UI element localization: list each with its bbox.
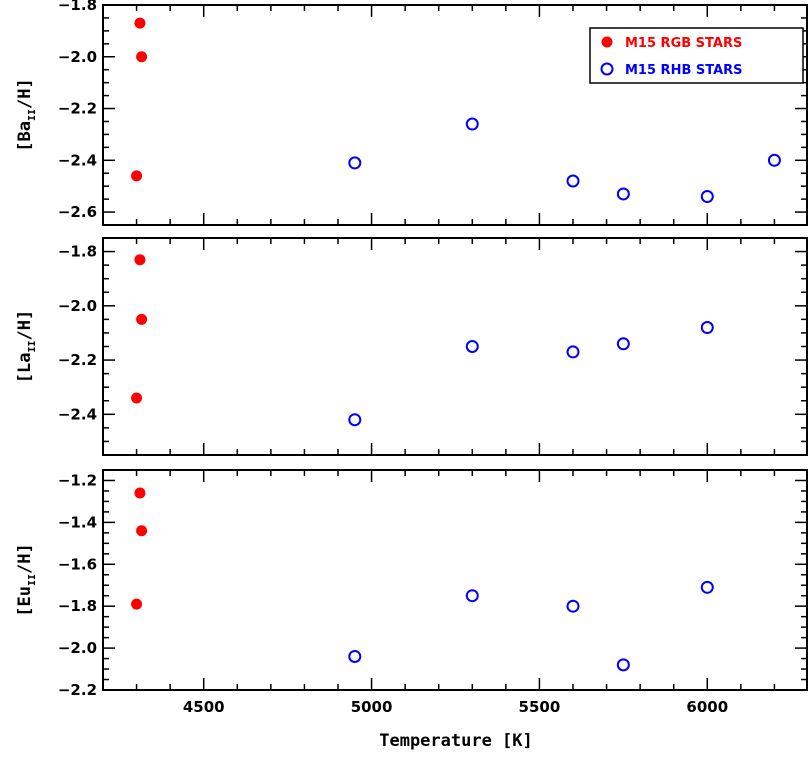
panel-1: −2.6 −2.4 −2.2 −2.0 −1.8 [BaII/H] xyxy=(15,0,808,226)
y-tick-label: −2.0 xyxy=(58,297,97,315)
y-axis-label: [EuII/H] xyxy=(15,543,38,616)
legend: M15 RGB STARS M15 RHB STARS xyxy=(589,27,804,84)
y-tick-label: −1.8 xyxy=(58,597,97,615)
rgb-star-point xyxy=(134,254,146,266)
rhb-star-point xyxy=(465,589,479,603)
x-axis-label: Temperature [K] xyxy=(379,731,533,751)
y-tick-label: −2.4 xyxy=(58,405,97,423)
legend-label-rgb: M15 RGB STARS xyxy=(625,36,742,51)
y-tick-label: −1.2 xyxy=(58,471,97,489)
y-tick-label: −1.8 xyxy=(58,0,97,14)
y-axis-label-suffix: /H] xyxy=(15,310,35,341)
legend-marker-rhb xyxy=(600,62,614,76)
rhb-star-point xyxy=(348,649,362,663)
rhb-star-point xyxy=(616,658,630,672)
legend-label-rhb: M15 RHB STARS xyxy=(625,63,743,78)
y-tick-label: −2.2 xyxy=(58,100,97,118)
rhb-star-point xyxy=(465,340,479,353)
panel-3: −2.2 −2.0 −1.8 −1.6 −1.4 −1.2 [EuII/H] 4500 5000… xyxy=(15,469,808,716)
panel-2: −2.4 −2.2 −2.0 −1.8 [LaII/H] xyxy=(15,237,808,456)
rhb-star-point xyxy=(700,580,714,594)
rhb-star-point xyxy=(616,187,630,201)
y-tick-label: −2.0 xyxy=(58,639,97,657)
rhb-star-point xyxy=(767,153,781,167)
rhb-star-point xyxy=(465,117,479,131)
legend-box xyxy=(589,27,804,84)
y-tick-label: −1.6 xyxy=(58,555,97,573)
rhb-star-point xyxy=(566,599,580,613)
y-axis-label-suffix: /H] xyxy=(15,78,35,109)
rhb-star-point xyxy=(348,156,362,170)
y-tick-label: −2.2 xyxy=(58,351,97,369)
y-tick-label: −2.0 xyxy=(58,48,97,66)
panel-frame xyxy=(102,237,808,456)
x-tick-label: 4500 xyxy=(183,698,225,716)
y-axis-label-subscript: II xyxy=(27,340,38,352)
panel-frame xyxy=(102,469,808,691)
rhb-star-point xyxy=(616,337,630,351)
y-axis-label: [LaII/H] xyxy=(15,310,38,383)
legend-marker-rgb xyxy=(601,36,613,48)
rhb-star-point xyxy=(700,321,714,335)
x-tick-label: 6000 xyxy=(686,698,728,716)
rgb-star-point xyxy=(131,392,143,404)
y-axis-label: [BaII/H] xyxy=(15,78,38,151)
y-tick-label: −2.2 xyxy=(58,681,97,699)
rgb-star-point xyxy=(136,525,148,537)
y-axis-label-subscript: II xyxy=(27,574,38,586)
rhb-star-point xyxy=(566,174,580,188)
x-tick-label: 5000 xyxy=(351,698,393,716)
y-tick-label: −2.4 xyxy=(58,151,97,169)
y-axis-label-prefix: [La xyxy=(15,353,35,384)
y-axis-label-suffix: /H] xyxy=(15,543,35,574)
rgb-star-point xyxy=(131,598,143,610)
rgb-star-point xyxy=(134,17,146,29)
panel-frame xyxy=(102,4,808,226)
rgb-star-point xyxy=(131,170,143,182)
rgb-star-point xyxy=(134,487,146,499)
y-axis-label-prefix: [Eu xyxy=(15,586,35,617)
y-tick-label: −1.4 xyxy=(58,513,97,531)
y-axis-label-prefix: [Ba xyxy=(15,121,35,152)
y-tick-label: −2.6 xyxy=(58,203,97,221)
rgb-star-point xyxy=(136,51,148,63)
y-tick-label: −1.8 xyxy=(58,243,97,261)
y-axis-label-subscript: II xyxy=(27,109,38,121)
panels-layer: −2.6−2.4−2.2−2.0−1.8[BaII/H]−2.4−2.2−2.0… xyxy=(15,0,808,716)
rhb-star-point xyxy=(566,345,580,359)
rhb-star-point xyxy=(348,413,362,427)
rhb-star-point xyxy=(700,190,714,204)
rgb-star-point xyxy=(136,313,148,325)
x-tick-label: 5500 xyxy=(519,698,561,716)
